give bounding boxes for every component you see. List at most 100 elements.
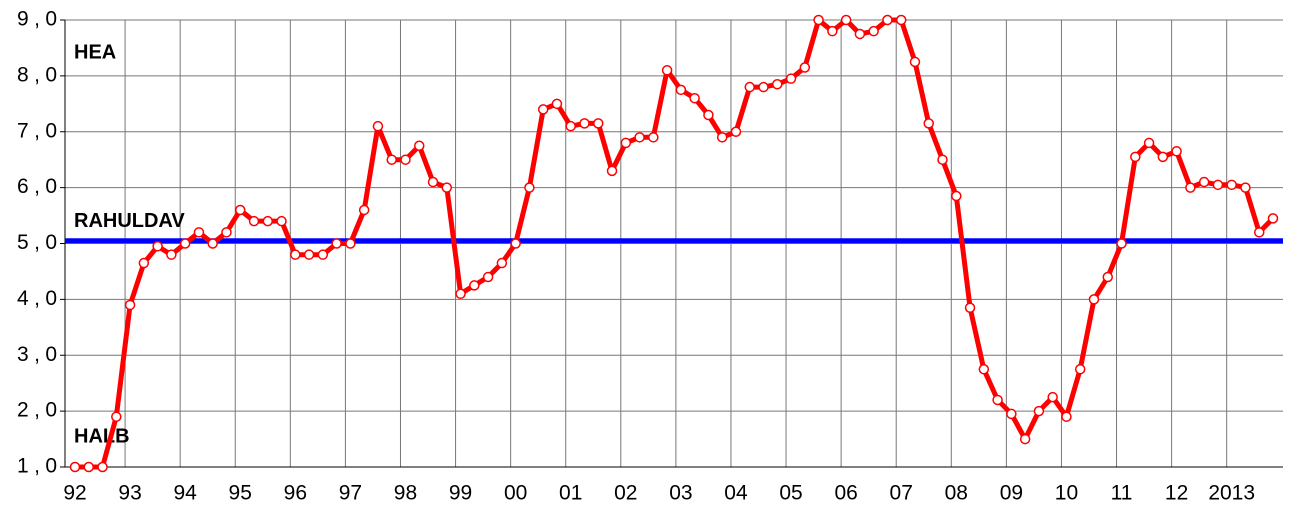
x-tick-label: 98	[394, 482, 417, 505]
y-tick-label: 7,0	[17, 119, 57, 142]
point	[138, 257, 150, 269]
point	[937, 154, 948, 165]
point	[992, 394, 1003, 406]
x-tick-label: 92	[63, 482, 86, 505]
point	[524, 182, 535, 193]
x-tick-label: 05	[779, 482, 802, 505]
point	[840, 14, 852, 26]
point	[1240, 182, 1251, 193]
point	[510, 238, 521, 249]
x-tick-label: 04	[724, 482, 748, 505]
point	[606, 165, 618, 177]
point	[331, 238, 342, 249]
point	[496, 257, 508, 269]
point	[166, 249, 177, 260]
point	[1198, 176, 1210, 188]
y-tick-label: 6,0	[17, 175, 57, 198]
point	[551, 98, 563, 110]
x-tick-label: 11	[1111, 482, 1133, 505]
point	[744, 81, 755, 93]
point	[372, 120, 384, 132]
point	[565, 120, 576, 132]
x-tick-label: 10	[1055, 482, 1078, 505]
point	[661, 65, 673, 76]
point	[593, 118, 604, 129]
point	[124, 299, 136, 311]
point	[1157, 151, 1169, 163]
x-tick-label: 93	[118, 482, 141, 505]
x-tick-label: 01	[559, 482, 582, 505]
point	[579, 118, 590, 129]
point	[964, 302, 976, 314]
point	[1226, 179, 1237, 191]
point	[785, 73, 797, 84]
point	[441, 182, 453, 193]
y-tick-label: 9,0	[17, 8, 57, 31]
point	[868, 25, 879, 37]
point	[634, 132, 645, 143]
x-tick-label: 06	[834, 482, 857, 505]
point	[620, 137, 632, 149]
point	[813, 14, 824, 26]
point	[276, 215, 287, 227]
point	[469, 280, 480, 291]
point	[675, 84, 687, 96]
y-tick-label: 8,0	[17, 63, 57, 86]
point	[111, 411, 122, 422]
x-tick-label: 03	[669, 482, 692, 505]
point	[414, 140, 425, 151]
point	[234, 204, 246, 216]
x-tick-label: 2013	[1208, 482, 1255, 505]
point	[1212, 179, 1224, 191]
point	[69, 461, 81, 473]
point	[648, 132, 659, 143]
point	[193, 227, 205, 238]
point	[827, 25, 838, 37]
x-tick-label: 07	[890, 482, 913, 505]
point	[1088, 294, 1100, 305]
y-tick-label: 2,0	[17, 399, 57, 422]
series-line	[75, 17, 1275, 470]
point	[83, 461, 95, 473]
y-tick-label: 1,0	[17, 455, 57, 478]
point	[951, 190, 962, 202]
point	[290, 249, 301, 260]
point	[1185, 182, 1196, 193]
x-tick-label: 99	[449, 482, 472, 505]
point	[909, 56, 921, 68]
point	[1143, 137, 1155, 149]
point	[1047, 391, 1058, 403]
point	[97, 461, 108, 473]
x-tick-label: 12	[1165, 482, 1188, 505]
point	[317, 249, 329, 260]
annotation: HEA	[74, 41, 116, 63]
point	[758, 81, 769, 93]
x-tick-label: 97	[339, 482, 362, 505]
point	[703, 109, 714, 121]
point	[799, 62, 811, 73]
point	[303, 249, 315, 260]
x-tick-label: 09	[1000, 482, 1023, 505]
point	[882, 14, 893, 26]
x-tick-label: 94	[173, 482, 197, 505]
x-tick-label: 96	[284, 482, 307, 505]
point	[179, 238, 191, 249]
point	[1102, 271, 1114, 283]
x-tick-label: 00	[504, 482, 527, 505]
point	[895, 14, 907, 26]
point	[1130, 151, 1141, 163]
point	[221, 227, 232, 238]
point	[730, 126, 742, 137]
y-tick-label: 3,0	[17, 343, 57, 366]
point	[978, 363, 990, 375]
point	[537, 104, 549, 115]
annotation: HALB	[74, 425, 130, 447]
point	[152, 241, 163, 252]
point	[772, 79, 783, 90]
point	[345, 238, 356, 249]
reference-label: RAHULDAV	[74, 210, 185, 232]
point	[248, 215, 260, 227]
point	[1116, 238, 1127, 249]
point	[1074, 363, 1086, 375]
